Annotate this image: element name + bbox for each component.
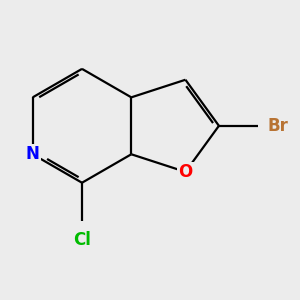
Text: Cl: Cl: [73, 231, 91, 249]
Text: N: N: [26, 145, 40, 163]
Text: O: O: [178, 163, 193, 181]
Text: Br: Br: [267, 117, 288, 135]
